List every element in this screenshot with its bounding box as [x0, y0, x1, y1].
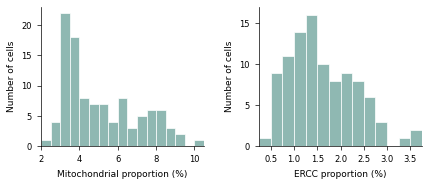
Bar: [79, 98, 89, 146]
Bar: [156, 110, 166, 146]
Bar: [259, 138, 271, 146]
Bar: [364, 97, 375, 146]
Bar: [271, 73, 282, 146]
Bar: [70, 37, 79, 146]
Bar: [127, 128, 137, 146]
X-axis label: ERCC proportion (%): ERCC proportion (%): [294, 170, 387, 179]
Bar: [147, 110, 156, 146]
Bar: [294, 32, 305, 146]
Bar: [51, 122, 60, 146]
Bar: [411, 130, 422, 146]
Bar: [60, 13, 70, 146]
Y-axis label: Number of cells: Number of cells: [7, 41, 16, 112]
Bar: [99, 104, 108, 146]
Bar: [166, 128, 175, 146]
Bar: [175, 134, 185, 146]
Bar: [352, 81, 364, 146]
Bar: [89, 104, 99, 146]
Bar: [194, 140, 204, 146]
Bar: [399, 138, 411, 146]
Bar: [317, 64, 329, 146]
Bar: [282, 56, 294, 146]
Y-axis label: Number of cells: Number of cells: [225, 41, 234, 112]
X-axis label: Mitochondrial proportion (%): Mitochondrial proportion (%): [57, 170, 188, 179]
Bar: [375, 122, 387, 146]
Bar: [118, 98, 127, 146]
Bar: [329, 81, 341, 146]
Bar: [108, 122, 118, 146]
Bar: [41, 140, 51, 146]
Bar: [137, 116, 147, 146]
Bar: [305, 15, 317, 146]
Bar: [341, 73, 352, 146]
